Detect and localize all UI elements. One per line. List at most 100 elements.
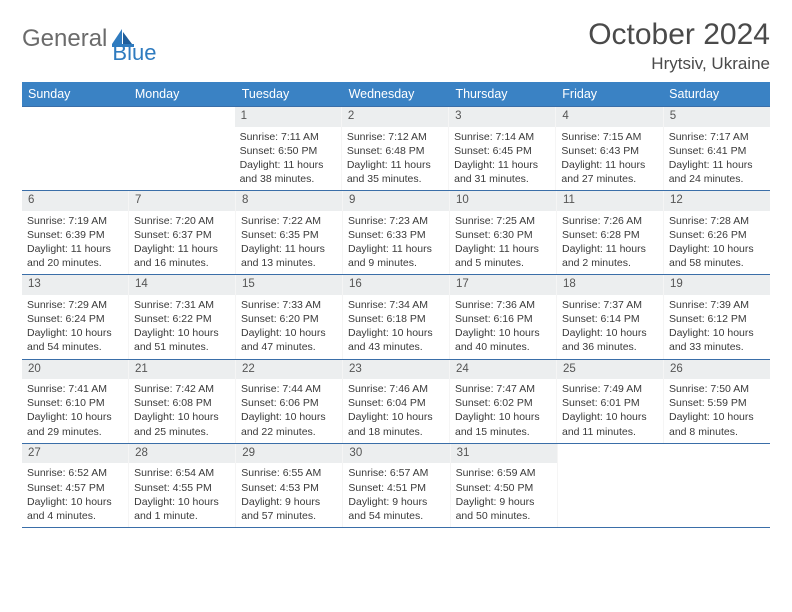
day-body: Sunrise: 7:11 AMSunset: 6:50 PMDaylight:…: [235, 127, 341, 191]
day-body: Sunrise: 7:44 AMSunset: 6:06 PMDaylight:…: [236, 379, 342, 443]
day-line: Sunset: 5:59 PM: [669, 396, 765, 410]
day-line: Daylight: 11 hours: [669, 158, 765, 172]
day-line: Daylight: 11 hours: [348, 242, 444, 256]
weeks-container: 1Sunrise: 7:11 AMSunset: 6:50 PMDaylight…: [22, 106, 770, 528]
day-body: Sunrise: 7:37 AMSunset: 6:14 PMDaylight:…: [557, 295, 663, 359]
day-cell: 2Sunrise: 7:12 AMSunset: 6:48 PMDaylight…: [342, 107, 449, 190]
dow-cell: Thursday: [449, 82, 556, 106]
day-line: and 35 minutes.: [347, 172, 443, 186]
day-line: Sunset: 6:10 PM: [27, 396, 123, 410]
day-line: and 38 minutes.: [240, 172, 336, 186]
day-line: Sunset: 6:08 PM: [134, 396, 230, 410]
day-body: Sunrise: 7:28 AMSunset: 6:26 PMDaylight:…: [664, 211, 770, 275]
day-line: Sunrise: 7:25 AM: [455, 214, 551, 228]
day-line: and 20 minutes.: [27, 256, 123, 270]
day-body: Sunrise: 7:23 AMSunset: 6:33 PMDaylight:…: [343, 211, 449, 275]
dow-cell: Saturday: [663, 82, 770, 106]
day-line: Sunset: 6:02 PM: [455, 396, 551, 410]
day-number: 22: [236, 360, 342, 380]
days-of-week-row: SundayMondayTuesdayWednesdayThursdayFrid…: [22, 82, 770, 106]
day-line: and 51 minutes.: [134, 340, 230, 354]
day-number: 15: [236, 275, 342, 295]
empty-day-cell: [128, 107, 234, 190]
day-line: and 58 minutes.: [669, 256, 765, 270]
day-cell: 29Sunrise: 6:55 AMSunset: 4:53 PMDayligh…: [236, 444, 343, 527]
day-line: Daylight: 11 hours: [562, 242, 658, 256]
logo-text-blue: Blue: [112, 40, 156, 66]
day-number: 13: [22, 275, 128, 295]
day-line: Sunset: 6:16 PM: [455, 312, 551, 326]
dow-cell: Monday: [129, 82, 236, 106]
empty-day-cell: [22, 107, 128, 190]
day-line: Sunset: 4:55 PM: [134, 481, 230, 495]
day-line: Sunset: 4:57 PM: [27, 481, 123, 495]
day-line: Daylight: 11 hours: [27, 242, 123, 256]
day-line: Sunrise: 7:36 AM: [455, 298, 551, 312]
dow-cell: Wednesday: [343, 82, 450, 106]
day-number: 3: [449, 107, 555, 127]
day-cell: 26Sunrise: 7:50 AMSunset: 5:59 PMDayligh…: [664, 360, 770, 443]
day-cell: 6Sunrise: 7:19 AMSunset: 6:39 PMDaylight…: [22, 191, 129, 274]
day-number: 14: [129, 275, 235, 295]
day-line: Sunset: 6:39 PM: [27, 228, 123, 242]
day-line: Sunrise: 7:42 AM: [134, 382, 230, 396]
day-line: Sunrise: 6:52 AM: [27, 466, 123, 480]
day-line: Sunrise: 6:55 AM: [241, 466, 337, 480]
day-number: 7: [129, 191, 235, 211]
day-cell: 17Sunrise: 7:36 AMSunset: 6:16 PMDayligh…: [450, 275, 557, 358]
day-cell: 14Sunrise: 7:31 AMSunset: 6:22 PMDayligh…: [129, 275, 236, 358]
day-line: Sunset: 6:04 PM: [348, 396, 444, 410]
day-line: Sunset: 6:01 PM: [562, 396, 658, 410]
day-line: and 54 minutes.: [27, 340, 123, 354]
day-line: and 27 minutes.: [561, 172, 657, 186]
day-line: Sunrise: 6:54 AM: [134, 466, 230, 480]
day-body: Sunrise: 7:15 AMSunset: 6:43 PMDaylight:…: [556, 127, 662, 191]
day-line: and 1 minute.: [134, 509, 230, 523]
day-line: and 24 minutes.: [669, 172, 765, 186]
day-line: Daylight: 10 hours: [134, 326, 230, 340]
day-cell: 27Sunrise: 6:52 AMSunset: 4:57 PMDayligh…: [22, 444, 129, 527]
day-line: Sunset: 4:51 PM: [348, 481, 444, 495]
title-block: October 2024 Hrytsiv, Ukraine: [588, 18, 770, 74]
day-line: and 22 minutes.: [241, 425, 337, 439]
day-body: Sunrise: 7:20 AMSunset: 6:37 PMDaylight:…: [129, 211, 235, 275]
day-line: Daylight: 10 hours: [669, 242, 765, 256]
day-line: Sunrise: 7:14 AM: [454, 130, 550, 144]
day-number: 20: [22, 360, 128, 380]
day-cell: 23Sunrise: 7:46 AMSunset: 6:04 PMDayligh…: [343, 360, 450, 443]
day-number: 28: [129, 444, 235, 464]
day-body: Sunrise: 6:52 AMSunset: 4:57 PMDaylight:…: [22, 463, 128, 527]
day-line: and 9 minutes.: [348, 256, 444, 270]
day-body: Sunrise: 7:47 AMSunset: 6:02 PMDaylight:…: [450, 379, 556, 443]
day-line: and 8 minutes.: [669, 425, 765, 439]
day-body: Sunrise: 7:39 AMSunset: 6:12 PMDaylight:…: [664, 295, 770, 359]
day-number: 10: [450, 191, 556, 211]
day-number: 1: [235, 107, 341, 127]
day-body: Sunrise: 7:12 AMSunset: 6:48 PMDaylight:…: [342, 127, 448, 191]
day-number: 17: [450, 275, 556, 295]
day-line: Sunset: 6:12 PM: [669, 312, 765, 326]
day-line: Sunset: 6:45 PM: [454, 144, 550, 158]
day-line: Sunset: 6:28 PM: [562, 228, 658, 242]
day-line: Daylight: 11 hours: [134, 242, 230, 256]
day-line: and 5 minutes.: [455, 256, 551, 270]
day-number: 19: [664, 275, 770, 295]
day-line: Daylight: 9 hours: [456, 495, 552, 509]
day-cell: 13Sunrise: 7:29 AMSunset: 6:24 PMDayligh…: [22, 275, 129, 358]
day-line: Daylight: 11 hours: [454, 158, 550, 172]
day-line: Daylight: 10 hours: [348, 410, 444, 424]
day-line: Daylight: 10 hours: [134, 495, 230, 509]
day-line: Daylight: 10 hours: [27, 326, 123, 340]
day-line: and 16 minutes.: [134, 256, 230, 270]
day-body: Sunrise: 7:33 AMSunset: 6:20 PMDaylight:…: [236, 295, 342, 359]
day-number: 21: [129, 360, 235, 380]
day-line: and 43 minutes.: [348, 340, 444, 354]
day-body: Sunrise: 7:22 AMSunset: 6:35 PMDaylight:…: [236, 211, 342, 275]
week-row: 1Sunrise: 7:11 AMSunset: 6:50 PMDaylight…: [22, 106, 770, 191]
day-line: Daylight: 10 hours: [669, 410, 765, 424]
day-line: Sunrise: 7:47 AM: [455, 382, 551, 396]
day-body: Sunrise: 7:29 AMSunset: 6:24 PMDaylight:…: [22, 295, 128, 359]
day-line: Daylight: 11 hours: [347, 158, 443, 172]
day-cell: 16Sunrise: 7:34 AMSunset: 6:18 PMDayligh…: [343, 275, 450, 358]
day-number: 4: [556, 107, 662, 127]
